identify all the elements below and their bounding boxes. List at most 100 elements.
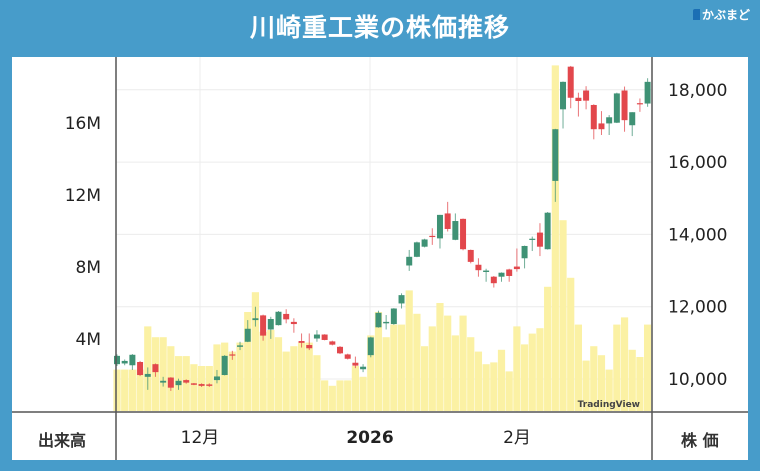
volume-bar: [605, 369, 613, 411]
volume-bar: [444, 315, 452, 411]
volume-bar: [382, 337, 390, 411]
volume-bar: [567, 277, 575, 411]
volume-bar: [274, 337, 283, 411]
candle-up: [121, 360, 128, 364]
candle-down: [329, 341, 336, 345]
candle-down: [467, 249, 474, 262]
volume-bar: [597, 355, 606, 411]
candle-down: [283, 313, 290, 320]
volume-bar: [559, 220, 567, 411]
volume-bar: [321, 380, 329, 411]
volume-tick-label: 4M: [76, 330, 101, 350]
volume-bar: [159, 337, 167, 411]
volume-bar: [405, 290, 413, 411]
candle-down: [290, 321, 297, 325]
volume-bar: [613, 324, 621, 411]
candle-up: [529, 238, 536, 240]
candle-down: [583, 90, 590, 101]
candle-down: [190, 383, 197, 385]
candle-up: [544, 212, 551, 250]
axes: [12, 57, 748, 460]
candle-down: [575, 97, 582, 102]
logo-text: かぶまど: [701, 8, 750, 22]
volume-bar: [197, 366, 206, 411]
candle-up: [237, 345, 244, 347]
candle-up: [452, 221, 459, 240]
volume-bar: [313, 355, 321, 411]
candle-up: [160, 380, 167, 383]
volume-bar: [190, 364, 198, 411]
volume-bar: [544, 286, 552, 411]
candle-up: [383, 321, 390, 324]
volume-bar: [367, 335, 375, 411]
volume-bar: [482, 364, 490, 411]
volume-bar: [221, 342, 229, 411]
logo: かぶまど: [692, 6, 750, 23]
candle-down: [229, 354, 236, 356]
volume-bar: [574, 324, 582, 411]
candle-down: [598, 123, 605, 130]
page-title: 川崎重工業の株価推移: [249, 13, 510, 42]
candle-down: [506, 269, 513, 276]
candle-up: [275, 311, 282, 326]
volume-axis-title: 出来高: [38, 431, 87, 450]
volume-bar: [636, 357, 644, 411]
time-tick-label: 12月: [181, 428, 220, 448]
time-tick-label: 2月: [503, 428, 531, 448]
candle-up: [175, 380, 182, 386]
candle-up: [560, 81, 567, 110]
volume-tick-label: 12M: [65, 186, 101, 206]
volume-bar: [413, 313, 421, 411]
candle-up: [267, 318, 274, 330]
volume-bar: [359, 376, 367, 411]
volume-bar: [328, 385, 336, 411]
candle-down: [337, 346, 344, 354]
volume-bar: [267, 330, 275, 411]
price-tick-label: 18,000: [668, 81, 727, 101]
volume-bar: [136, 369, 144, 411]
candle-down: [352, 362, 359, 366]
candle-up: [521, 245, 528, 259]
candle-down: [567, 66, 574, 98]
volume-bar: [290, 346, 298, 411]
volume-tick-label: 16M: [65, 114, 101, 134]
price-tick-label: 10,000: [668, 370, 727, 390]
candle-up: [252, 318, 259, 321]
candle-up: [313, 334, 320, 339]
candle-up: [375, 312, 382, 328]
volume-bar: [336, 380, 344, 411]
candle-down: [260, 315, 267, 336]
volume-bar: [459, 315, 467, 411]
candle-down: [298, 341, 305, 343]
candle-up: [606, 117, 613, 124]
price-axis-title: 株 価: [681, 431, 719, 450]
candle-down: [306, 345, 313, 349]
candle-down: [444, 213, 451, 229]
candle-down: [490, 276, 497, 284]
candle-up: [413, 242, 420, 257]
volume-bar: [228, 351, 236, 411]
candle-down: [137, 362, 144, 376]
candle-down: [198, 384, 205, 386]
candle-down: [621, 90, 628, 121]
volume-bar: [620, 317, 629, 411]
volume-bar: [490, 362, 498, 411]
volume-bar: [428, 326, 436, 411]
volume-bar: [397, 324, 406, 411]
price-tick-label: 16,000: [668, 153, 727, 173]
candle-up: [613, 93, 620, 123]
volume-bar: [351, 366, 359, 411]
volume-bar: [451, 335, 459, 411]
candle-up: [129, 354, 136, 366]
candle-up: [406, 256, 413, 266]
candle-up: [421, 239, 428, 247]
candle-up: [367, 337, 374, 356]
candle-up: [436, 214, 443, 239]
candle-down: [590, 104, 597, 130]
logo-icon: [692, 9, 700, 20]
volume-bar: [374, 312, 383, 411]
volume-bar: [582, 360, 590, 411]
candle-up: [114, 355, 120, 365]
volume-bar: [251, 292, 260, 411]
